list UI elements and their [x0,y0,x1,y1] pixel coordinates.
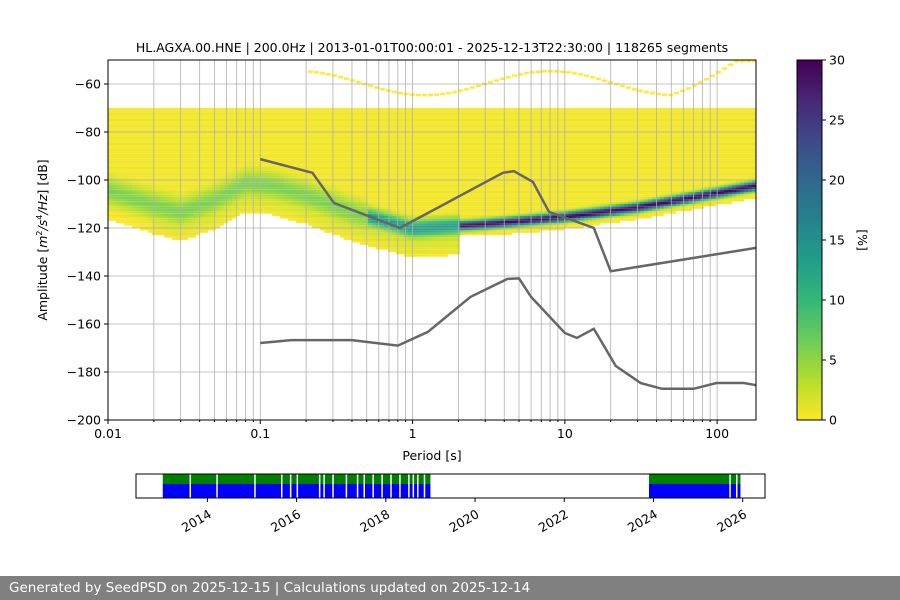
coverage-gap [412,474,415,498]
colorbar-label: [%] [855,229,870,251]
coverage-gap [356,474,359,498]
coverage-gap [390,474,392,498]
x-tick-label: 0.01 [94,426,122,441]
chart-title: HL.AGXA.00.HNE | 200.0Hz | 2013-01-01T00… [136,40,728,55]
coverage-gap [323,474,325,498]
colorbar-tick-label: 20 [829,173,845,188]
used-bar [649,484,741,498]
coverage-gap [729,474,731,498]
coverage-gap [216,474,218,498]
y-ticks: −200 −180 −160 −140 −120 −100 −80 −60 [67,77,108,428]
ppsd-heatmap [108,60,756,420]
coverage-gap [372,474,374,498]
timeline-tick-label: 2014 [179,506,214,535]
plot-frame [107,59,757,421]
colorbar-tick-label: 25 [829,113,845,128]
x-tick-label: 10 [557,426,573,441]
colorbar-ticks: 0 5 10 15 20 25 30 [822,53,845,428]
nlnm-line [260,277,757,391]
colorbar-tick-label: 15 [829,233,845,248]
colorbar [797,60,822,420]
timeline-tick-label: 2018 [357,506,392,535]
coverage-gap [399,474,401,498]
y-tick-label: −180 [67,365,101,380]
colorbar-tick-label: 10 [829,293,845,308]
x-axis-label: Period [s] [402,448,461,463]
timeline-tick-label: 2024 [625,506,660,535]
timeline-tick-label: 2016 [268,506,303,535]
available-bar [649,474,741,484]
nhnm-line [259,157,757,273]
timeline-frame [135,473,766,499]
colorbar-tick-label: 5 [829,353,837,368]
coverage-gap [289,474,292,498]
coverage-gap [318,474,321,498]
x-tick-label: 100 [705,426,729,441]
y-tick-label: −120 [67,221,101,236]
grid [107,60,756,421]
y-tick-label: −200 [67,413,101,428]
footer: Generated by SeedPSD on 2025-12-15 | Cal… [0,576,900,600]
y-tick-label: −80 [75,125,101,140]
coverage-gap [254,474,256,498]
y-tick-label: −60 [75,77,101,92]
x-tick-label: 0.1 [250,426,270,441]
coverage-gap [363,474,366,498]
x-tick-label: 1 [409,426,417,441]
coverage-timeline: 2014 2016 2018 2020 2022 2024 2026 [135,473,766,535]
x-ticks: 0.01 0.1 1 10 100 [94,420,729,441]
coverage-gap [423,474,426,498]
coverage-gap [381,474,383,498]
coverage-gap [408,474,410,498]
colorbar-tick-label: 0 [829,413,837,428]
y-tick-label: −100 [67,173,101,188]
timeline-tick-label: 2026 [714,506,749,535]
coverage-gap [296,474,299,498]
coverage-gap [189,474,192,498]
coverage-gap [345,474,348,498]
coverage-gap [736,474,738,498]
timeline-tick-label: 2020 [446,506,481,535]
timeline-tick-label: 2022 [536,506,571,535]
y-axis-label: Amplitude [m2/s4/Hz] [dB] [35,159,50,320]
coverage-gap [332,474,334,498]
y-tick-label: −160 [67,317,101,332]
colorbar-frame [796,59,823,421]
noise-models [259,157,757,391]
coverage-gap [280,474,283,498]
y-tick-label: −140 [67,269,101,284]
coverage-gap [417,474,419,498]
colorbar-tick-label: 30 [829,53,845,68]
